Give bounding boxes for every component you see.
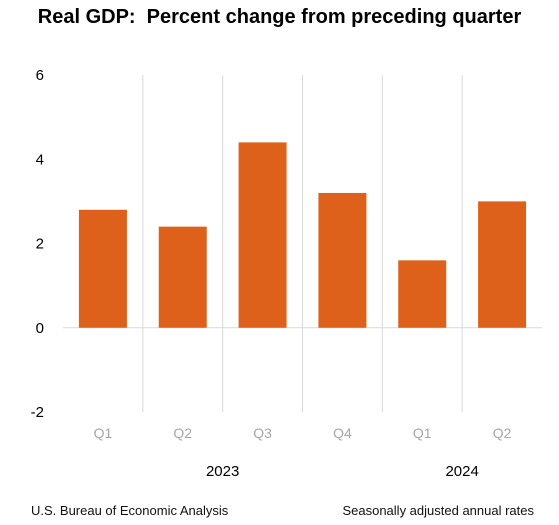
bar-1 <box>158 226 207 328</box>
source-note: U.S. Bureau of Economic Analysis <box>31 503 229 518</box>
category-label: Q3 <box>253 425 272 441</box>
year-label: 2024 <box>445 463 478 480</box>
bar-4 <box>398 260 447 328</box>
category-label: Q2 <box>493 425 512 441</box>
year-label: 2023 <box>206 463 239 480</box>
category-label: Q2 <box>173 425 192 441</box>
y-tick-label: 4 <box>36 151 44 168</box>
rates-note: Seasonally adjusted annual rates <box>342 503 534 518</box>
chart-title: Real GDP: Percent change from preceding … <box>37 6 522 28</box>
category-label: Q1 <box>94 425 113 441</box>
y-tick-label: 6 <box>36 67 44 84</box>
bar-0 <box>78 209 127 328</box>
bar-2 <box>238 142 287 328</box>
y-tick-label: 0 <box>36 320 44 337</box>
bar-5 <box>478 201 527 328</box>
category-label: Q1 <box>413 425 432 441</box>
bar-3 <box>318 192 367 328</box>
y-tick-label: -2 <box>31 404 44 421</box>
category-label: Q4 <box>333 425 352 441</box>
y-tick-label: 2 <box>36 236 44 253</box>
